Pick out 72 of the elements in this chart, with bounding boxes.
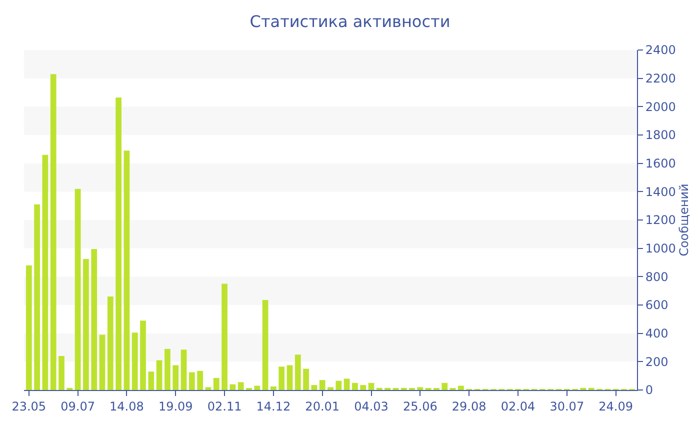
bar — [148, 372, 154, 390]
bar — [42, 154, 48, 390]
bar — [319, 380, 326, 390]
bar — [140, 320, 146, 390]
bar — [91, 249, 98, 390]
x-tick-label: 02.04 — [500, 399, 536, 414]
bar — [336, 380, 342, 390]
y-tick-label: 600 — [645, 298, 668, 312]
x-tick-label: 19.09 — [158, 399, 193, 414]
bar — [132, 332, 138, 390]
bar — [230, 384, 236, 390]
bar — [294, 354, 301, 390]
bar — [197, 370, 204, 390]
bar — [172, 365, 179, 390]
bar — [328, 387, 334, 390]
bar — [180, 350, 187, 390]
y-tick-label: 2200 — [645, 72, 676, 86]
x-tick-label: 04.03 — [354, 399, 388, 414]
x-tick-label: 09.07 — [60, 399, 95, 414]
bar — [262, 300, 268, 390]
bar — [368, 382, 374, 390]
bar — [360, 385, 366, 390]
bar — [352, 382, 358, 390]
bar — [188, 372, 195, 390]
bar — [164, 348, 170, 390]
y-tick-label: 1000 — [645, 242, 676, 256]
bar — [270, 386, 276, 390]
y-tick-label: 1200 — [645, 213, 676, 228]
y-tick-label: 2400 — [645, 43, 676, 58]
y-tick-label: 200 — [645, 354, 668, 369]
bar — [116, 97, 122, 390]
x-tick-label: 14.12 — [256, 399, 291, 414]
bar — [442, 382, 448, 390]
y-axis-title: Сообщений — [676, 184, 691, 256]
bar — [213, 378, 220, 390]
bar — [74, 188, 81, 390]
bar — [83, 258, 89, 390]
bar — [124, 150, 130, 390]
bar — [311, 385, 318, 390]
bar — [99, 334, 106, 390]
y-tick-label: 800 — [645, 270, 668, 284]
bar — [344, 378, 350, 390]
y-tick-label: 1400 — [645, 184, 676, 199]
x-tick-label: 14.08 — [110, 399, 144, 414]
x-tick-label: 30.07 — [550, 399, 584, 414]
bar — [254, 386, 260, 390]
bar — [107, 296, 114, 390]
bar — [238, 382, 244, 390]
bar — [58, 356, 64, 390]
bar — [458, 386, 464, 390]
bar — [417, 387, 424, 390]
x-tick-label: 02.11 — [207, 399, 242, 414]
y-tick-label: 2000 — [645, 100, 676, 114]
x-tick-label: 25.06 — [402, 399, 438, 414]
y-tick-label: 0 — [645, 383, 654, 398]
y-tick-label: 400 — [645, 326, 668, 341]
y-tick-label: 1800 — [645, 128, 676, 142]
x-tick-label: 24.09 — [598, 399, 633, 414]
x-tick-label: 23.05 — [12, 399, 46, 414]
bar — [205, 387, 212, 390]
bar — [34, 204, 40, 390]
bar — [26, 265, 32, 390]
y-tick-label: 1600 — [645, 156, 676, 171]
chart-title: Статистика активности — [250, 12, 450, 32]
bar — [286, 365, 293, 390]
bar — [278, 366, 285, 390]
x-tick-label: 20.01 — [305, 399, 340, 414]
bar — [303, 368, 309, 390]
x-tick-label: 29.08 — [452, 399, 486, 414]
bar — [156, 360, 162, 390]
bar — [50, 74, 56, 390]
bar — [222, 284, 228, 390]
